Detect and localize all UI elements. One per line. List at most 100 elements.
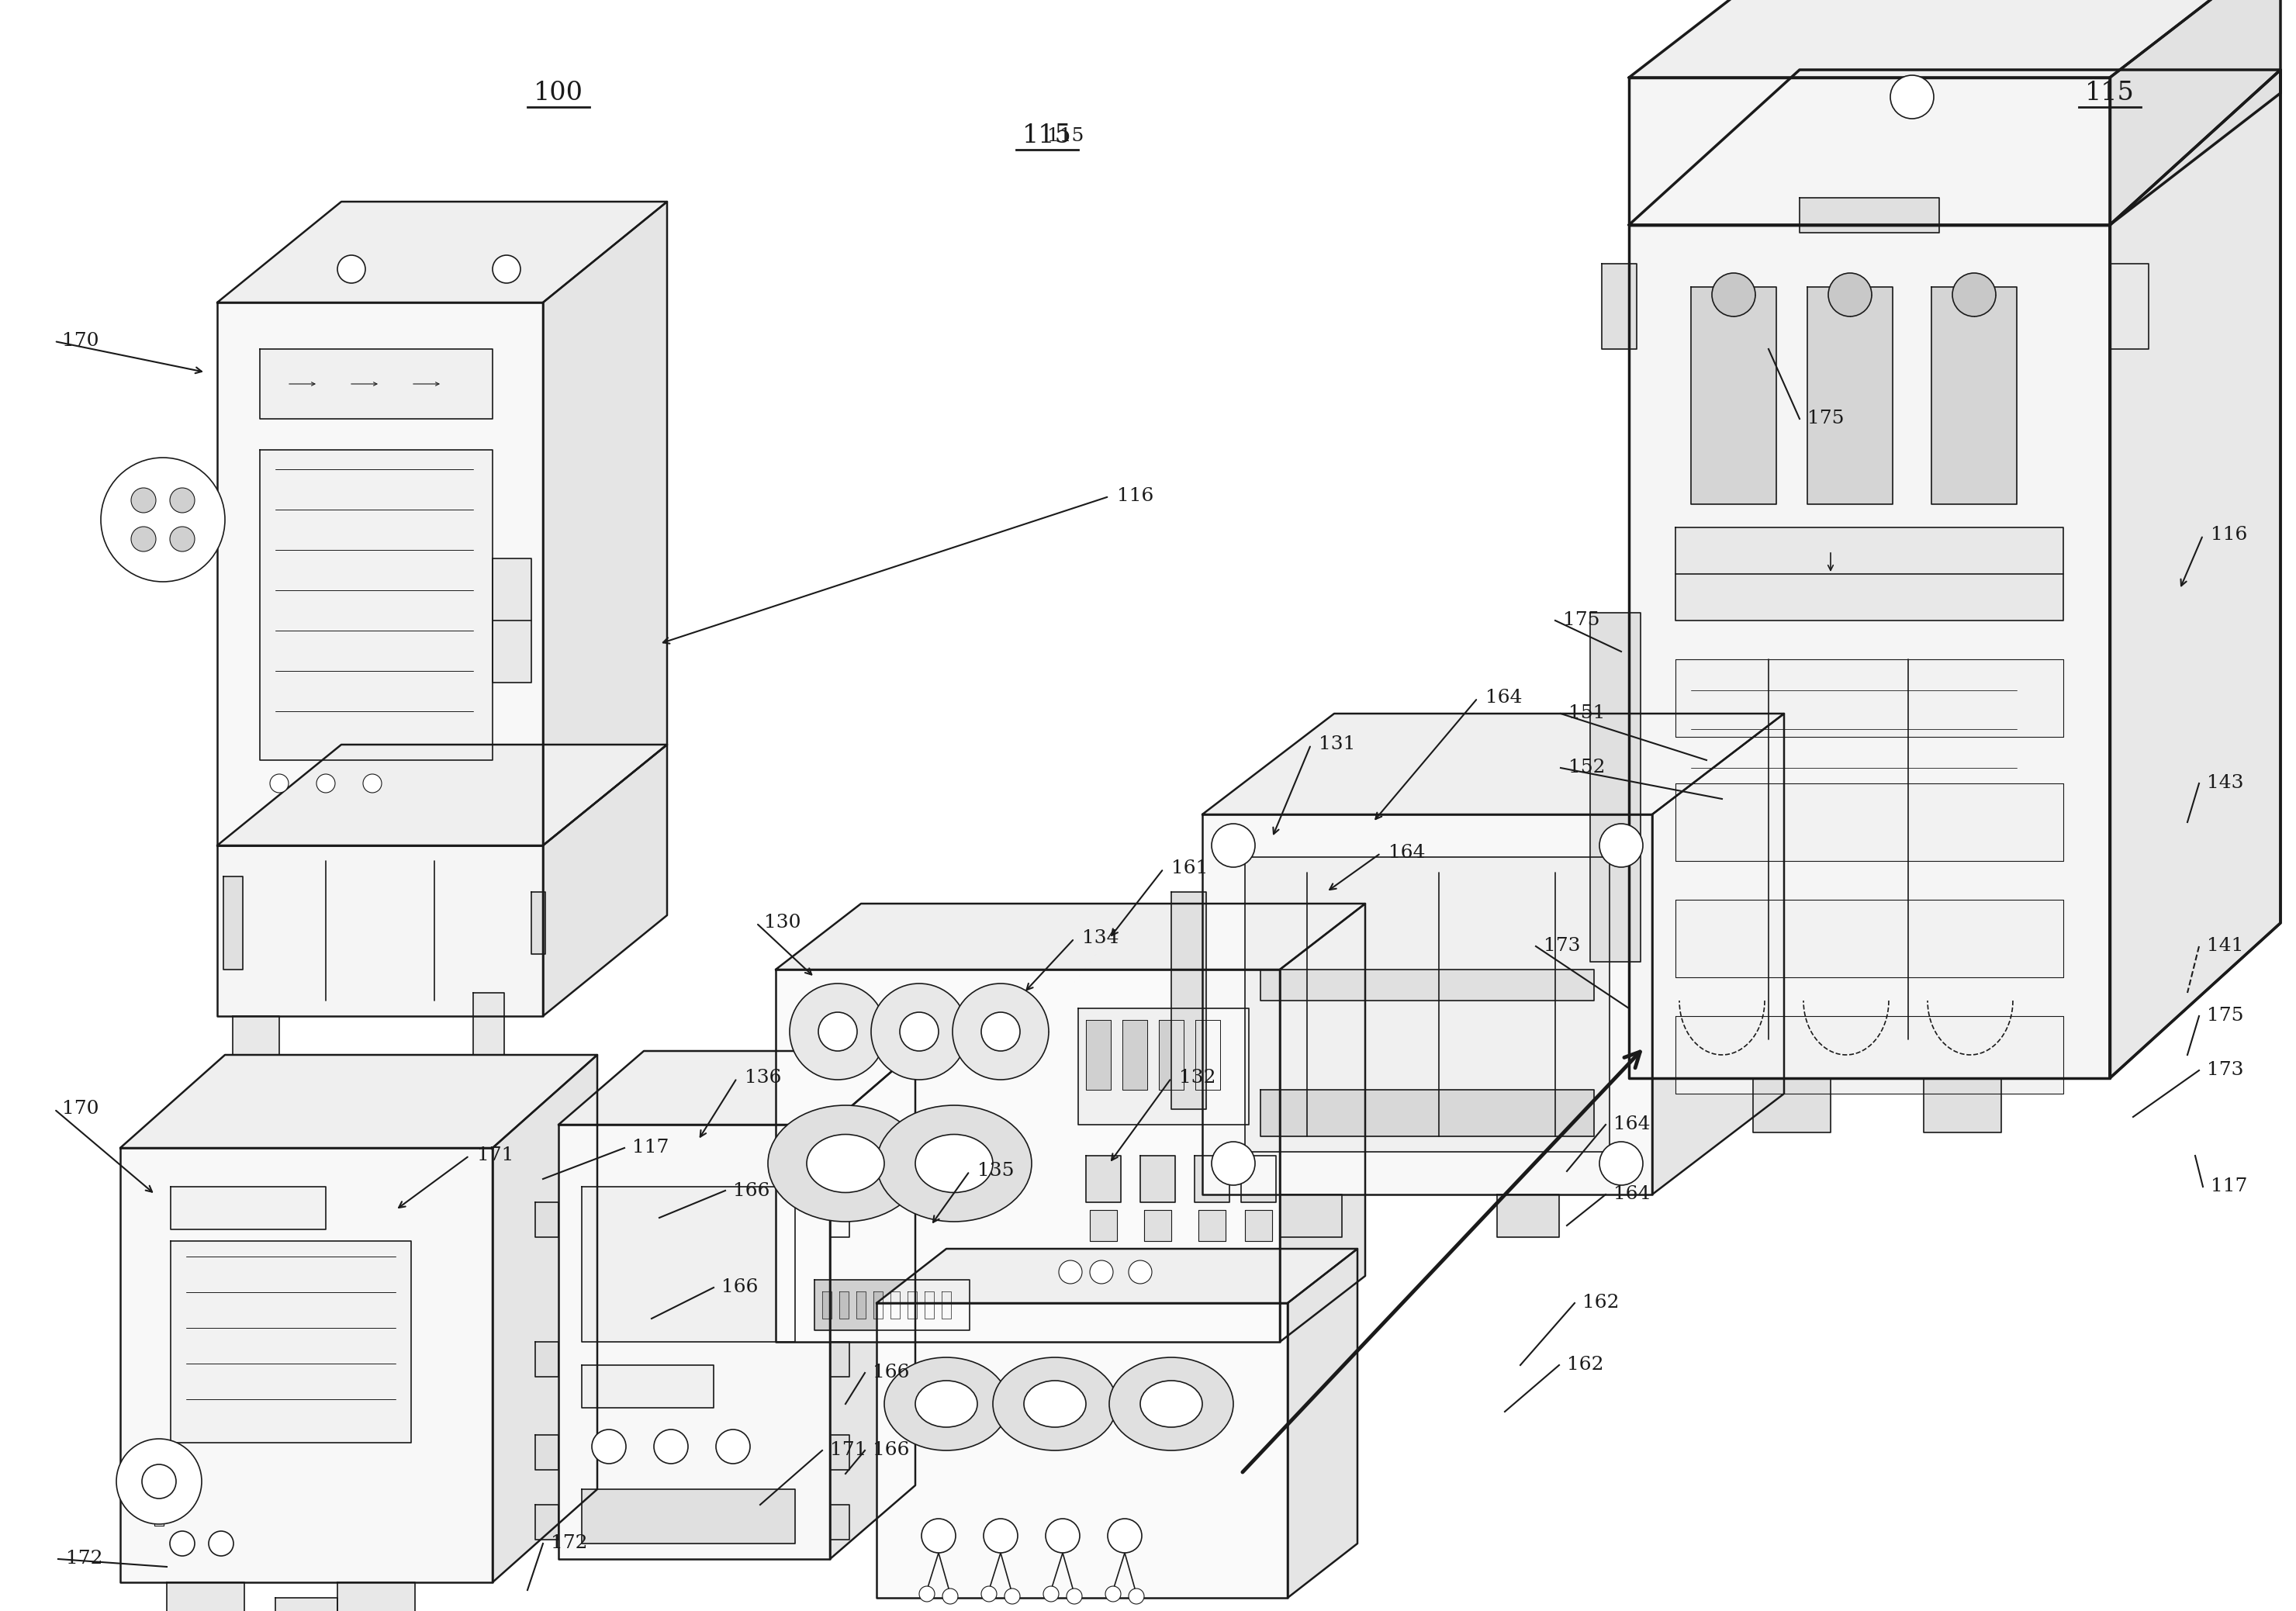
Polygon shape [119,1149,494,1582]
Text: 135: 135 [978,1162,1015,1181]
Polygon shape [1603,264,1637,350]
Polygon shape [1171,892,1205,1108]
Polygon shape [494,559,530,683]
Circle shape [170,488,195,512]
Polygon shape [1676,783,2064,860]
Circle shape [1107,1519,1141,1553]
Text: 164: 164 [1389,844,1426,862]
Polygon shape [542,744,668,1017]
Polygon shape [1676,1017,2064,1094]
Text: 130: 130 [765,913,801,931]
Text: 117: 117 [631,1139,668,1157]
Polygon shape [822,1292,831,1318]
Polygon shape [1807,287,1892,504]
Polygon shape [1676,899,2064,978]
Ellipse shape [916,1381,978,1427]
Circle shape [918,1587,934,1601]
Polygon shape [872,1292,882,1318]
Polygon shape [1690,287,1777,504]
Polygon shape [941,1292,951,1318]
Text: 115: 115 [1047,127,1084,145]
Polygon shape [535,1505,558,1540]
Text: 100: 100 [533,81,583,105]
Circle shape [1104,1587,1120,1601]
Ellipse shape [992,1358,1116,1450]
Circle shape [980,1012,1019,1050]
Polygon shape [170,1187,326,1229]
Text: 172: 172 [67,1550,103,1568]
Polygon shape [1653,714,1784,1194]
Text: 134: 134 [1081,930,1118,947]
Circle shape [900,1012,939,1050]
Polygon shape [1086,1155,1120,1202]
Polygon shape [119,1055,597,1149]
Polygon shape [829,1050,916,1559]
Circle shape [790,983,886,1079]
Text: 115: 115 [2085,81,2135,105]
Circle shape [953,983,1049,1079]
Circle shape [338,255,365,284]
Circle shape [983,1519,1017,1553]
Text: 166: 166 [872,1442,909,1460]
Polygon shape [1203,714,1784,815]
Polygon shape [1754,1078,1830,1133]
Polygon shape [558,1124,829,1559]
Circle shape [1091,1260,1114,1284]
Text: 116: 116 [1116,488,1153,506]
Polygon shape [829,1202,850,1237]
Polygon shape [877,1249,1357,1303]
Circle shape [170,527,195,551]
Circle shape [941,1588,957,1605]
Circle shape [1130,1260,1153,1284]
Circle shape [1042,1587,1058,1601]
Circle shape [716,1429,751,1464]
Polygon shape [218,303,542,846]
Text: 162: 162 [1582,1294,1619,1311]
Text: 143: 143 [2206,775,2243,793]
Text: 116: 116 [2211,527,2248,545]
Polygon shape [542,201,668,846]
Polygon shape [1244,1210,1272,1240]
Text: 173: 173 [1543,938,1580,955]
Polygon shape [1123,1020,1148,1089]
Polygon shape [154,1498,163,1526]
Circle shape [271,775,289,793]
Polygon shape [925,1292,934,1318]
Circle shape [1600,823,1644,867]
Polygon shape [581,1489,794,1543]
Polygon shape [494,1055,597,1582]
Text: 132: 132 [1180,1070,1217,1087]
Polygon shape [232,1017,280,1055]
Polygon shape [1628,77,2110,226]
Text: 164: 164 [1486,690,1522,707]
Polygon shape [223,876,243,970]
Text: 172: 172 [551,1535,588,1553]
Polygon shape [1203,815,1653,1194]
Polygon shape [1242,1155,1277,1202]
Circle shape [170,1530,195,1556]
Text: 131: 131 [1318,736,1355,754]
Text: 166: 166 [872,1365,909,1382]
Polygon shape [2110,264,2149,350]
Circle shape [1952,272,1995,316]
Polygon shape [1591,612,1642,962]
Polygon shape [1628,226,2110,1078]
Polygon shape [558,1050,916,1124]
Circle shape [1212,823,1256,867]
Ellipse shape [884,1358,1008,1450]
Polygon shape [829,1435,850,1469]
Polygon shape [259,350,494,419]
Polygon shape [581,1365,714,1408]
Ellipse shape [1141,1381,1203,1427]
Polygon shape [1628,69,2280,226]
Polygon shape [2110,69,2280,1078]
Polygon shape [473,992,505,1055]
Polygon shape [218,846,542,1017]
Polygon shape [1628,0,2280,77]
Circle shape [209,1530,234,1556]
Polygon shape [2110,69,2280,1078]
Text: 162: 162 [1566,1356,1603,1374]
Ellipse shape [877,1105,1031,1221]
Polygon shape [1931,287,2016,504]
Ellipse shape [1109,1358,1233,1450]
